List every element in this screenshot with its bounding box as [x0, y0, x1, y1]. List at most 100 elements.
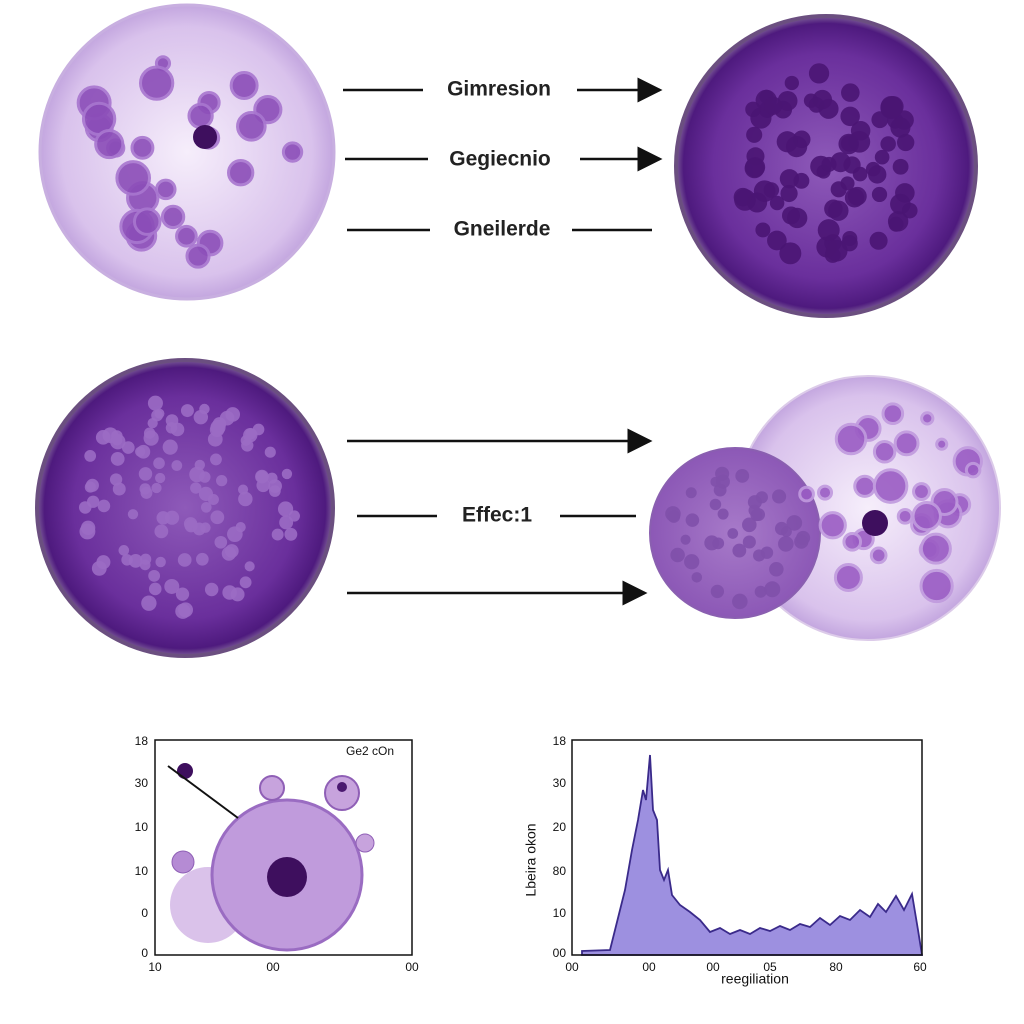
organelle — [236, 111, 267, 142]
organelle — [225, 407, 241, 422]
organelle — [269, 485, 281, 497]
y-tick-label: 10 — [135, 820, 149, 834]
label: Effec:1 — [462, 504, 532, 527]
organelle — [154, 472, 166, 484]
organelle — [817, 219, 840, 242]
y-tick-label: 18 — [135, 734, 149, 748]
organelle — [893, 430, 920, 457]
organelle — [685, 513, 700, 527]
organelle — [919, 568, 954, 604]
organelle — [732, 593, 748, 610]
organelle — [935, 437, 949, 451]
organelle — [216, 474, 228, 487]
organelle — [224, 544, 239, 558]
organelle — [199, 403, 210, 415]
organelle — [151, 482, 162, 494]
x-tick-label: 00 — [266, 960, 280, 974]
organelle — [240, 435, 252, 446]
organelle — [204, 582, 219, 597]
organelle — [284, 527, 298, 541]
organelle — [763, 96, 783, 115]
organelle — [710, 476, 721, 487]
vesicle — [324, 775, 360, 811]
organelle — [190, 482, 202, 494]
organelle — [781, 526, 792, 538]
organelle — [869, 546, 888, 565]
organelle — [128, 553, 143, 568]
organelle — [91, 560, 107, 576]
organelle — [887, 211, 909, 232]
y-tick-label: 20 — [553, 820, 567, 834]
organelle — [890, 193, 911, 215]
organelle — [763, 182, 780, 198]
label: Gneilerde — [454, 218, 551, 241]
organelle — [138, 65, 175, 101]
organelle — [200, 501, 212, 513]
organelle — [717, 508, 729, 520]
vesicle — [355, 833, 375, 853]
organelle — [79, 523, 96, 540]
organelle — [833, 562, 863, 592]
organelle — [818, 98, 839, 119]
organelle — [148, 569, 161, 582]
plot-frame — [154, 739, 413, 956]
organelle — [781, 206, 800, 225]
organelle — [115, 160, 152, 196]
organelle — [767, 230, 787, 251]
organelle — [880, 136, 896, 152]
organelle — [828, 200, 849, 221]
y-axis-label: Lbeira okon — [523, 823, 539, 896]
organelle — [830, 181, 847, 198]
organelle — [139, 483, 151, 495]
organelle — [175, 587, 190, 601]
organelle — [207, 431, 223, 447]
organelle — [279, 515, 294, 530]
organelle — [874, 149, 890, 165]
organelle — [210, 510, 225, 525]
organelle — [155, 556, 166, 568]
organelle — [110, 452, 125, 466]
organelle — [194, 459, 205, 471]
histogram-shape — [581, 754, 924, 956]
organelle — [919, 532, 952, 565]
organelle — [112, 482, 126, 496]
organelle — [881, 402, 905, 426]
organelle — [798, 485, 815, 503]
organelle — [171, 460, 183, 471]
organelle — [112, 435, 123, 446]
pointer — [167, 765, 239, 819]
organelle — [808, 63, 830, 84]
organelle — [281, 141, 304, 163]
plot-frame — [571, 739, 923, 956]
organelle — [118, 545, 130, 556]
x-tick-label: 05 — [763, 960, 777, 974]
organelle — [162, 439, 178, 455]
organelle — [148, 582, 162, 596]
organelle — [842, 532, 863, 552]
y-tick-label: 30 — [553, 776, 567, 790]
organelle — [154, 408, 165, 419]
organelle — [869, 231, 888, 250]
organelle — [709, 498, 722, 511]
organelle — [127, 509, 139, 520]
organelle — [239, 576, 252, 589]
nucleus — [862, 510, 888, 536]
organelles — [76, 55, 983, 928]
organelle — [769, 195, 785, 211]
organelle — [890, 117, 911, 138]
organelle — [779, 242, 802, 265]
organelle — [185, 243, 211, 269]
organelle — [141, 595, 157, 611]
organelle — [880, 97, 903, 119]
organelle — [755, 222, 771, 238]
vesicle — [177, 763, 193, 779]
organelle — [238, 491, 253, 507]
organelle — [210, 453, 222, 466]
organelle — [793, 172, 810, 189]
organelle — [130, 135, 155, 160]
organelle — [86, 495, 100, 508]
organelle — [271, 528, 284, 541]
organelle — [84, 481, 96, 493]
organelle — [160, 204, 186, 230]
